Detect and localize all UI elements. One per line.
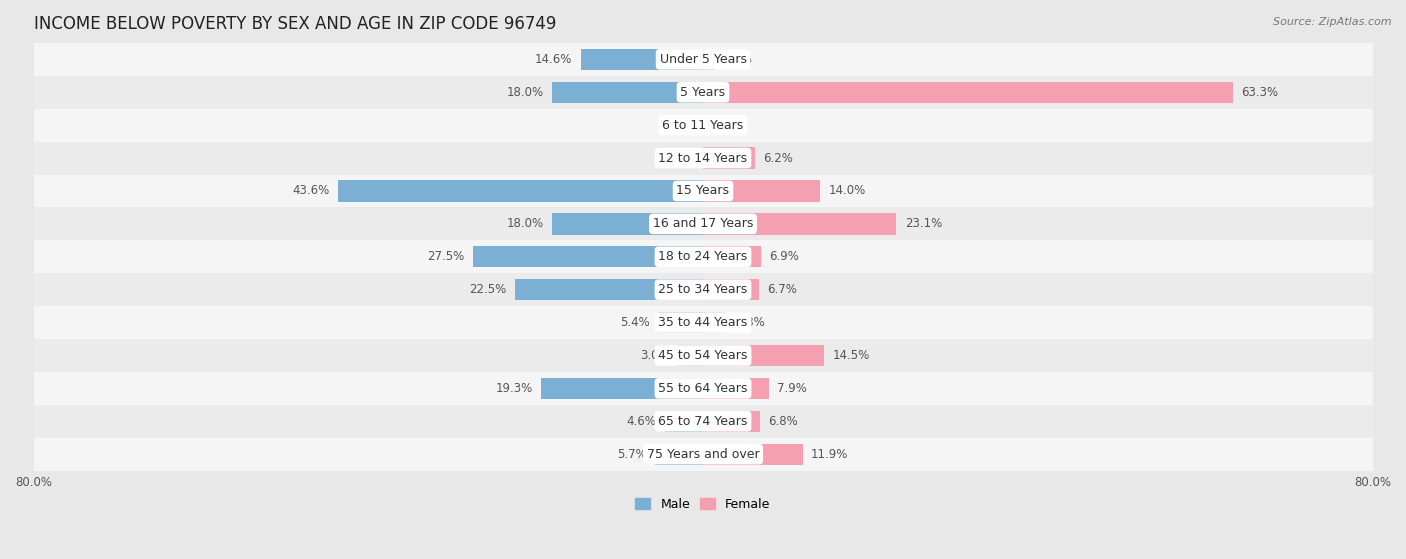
Text: 6.8%: 6.8% bbox=[768, 415, 799, 428]
Text: 18 to 24 Years: 18 to 24 Years bbox=[658, 250, 748, 263]
Bar bbox=[34, 207, 1372, 240]
Text: 27.5%: 27.5% bbox=[427, 250, 464, 263]
Bar bbox=[337, 180, 703, 202]
Text: 6 to 11 Years: 6 to 11 Years bbox=[662, 119, 744, 132]
Text: 23.1%: 23.1% bbox=[904, 217, 942, 230]
Bar bbox=[553, 82, 703, 103]
Bar bbox=[703, 345, 824, 366]
Text: 22.5%: 22.5% bbox=[470, 283, 506, 296]
Text: 55 to 64 Years: 55 to 64 Years bbox=[658, 382, 748, 395]
Bar bbox=[581, 49, 703, 70]
Bar bbox=[703, 213, 896, 235]
Bar bbox=[34, 438, 1372, 471]
Text: 16 and 17 Years: 16 and 17 Years bbox=[652, 217, 754, 230]
Bar bbox=[472, 246, 703, 267]
Text: 5.4%: 5.4% bbox=[620, 316, 650, 329]
Text: 35 to 44 Years: 35 to 44 Years bbox=[658, 316, 748, 329]
Text: 1.4%: 1.4% bbox=[723, 53, 754, 66]
Bar bbox=[34, 339, 1372, 372]
Text: 14.0%: 14.0% bbox=[828, 184, 866, 197]
Text: 14.6%: 14.6% bbox=[536, 53, 572, 66]
Text: 6.7%: 6.7% bbox=[768, 283, 797, 296]
Bar bbox=[34, 372, 1372, 405]
Bar bbox=[703, 49, 714, 70]
Bar bbox=[34, 405, 1372, 438]
Bar bbox=[703, 279, 759, 300]
Bar bbox=[34, 306, 1372, 339]
Bar bbox=[703, 411, 759, 432]
Bar bbox=[703, 246, 761, 267]
Bar bbox=[678, 345, 703, 366]
Text: 2.8%: 2.8% bbox=[735, 316, 765, 329]
Bar bbox=[34, 76, 1372, 108]
Bar bbox=[515, 279, 703, 300]
Text: 14.5%: 14.5% bbox=[832, 349, 870, 362]
Text: 3.0%: 3.0% bbox=[640, 349, 669, 362]
Text: 45 to 54 Years: 45 to 54 Years bbox=[658, 349, 748, 362]
Text: 4.6%: 4.6% bbox=[626, 415, 657, 428]
Bar bbox=[665, 411, 703, 432]
Text: 63.3%: 63.3% bbox=[1241, 86, 1278, 99]
Bar bbox=[34, 108, 1372, 141]
Bar bbox=[703, 148, 755, 169]
Legend: Male, Female: Male, Female bbox=[630, 492, 776, 516]
Text: 18.0%: 18.0% bbox=[508, 217, 544, 230]
Text: 0.0%: 0.0% bbox=[661, 151, 690, 164]
Bar bbox=[34, 43, 1372, 76]
Text: 19.3%: 19.3% bbox=[496, 382, 533, 395]
Text: 75 Years and over: 75 Years and over bbox=[647, 448, 759, 461]
Text: 15 Years: 15 Years bbox=[676, 184, 730, 197]
Text: Source: ZipAtlas.com: Source: ZipAtlas.com bbox=[1274, 17, 1392, 27]
Text: 5.7%: 5.7% bbox=[617, 448, 647, 461]
Text: 65 to 74 Years: 65 to 74 Years bbox=[658, 415, 748, 428]
Bar bbox=[655, 443, 703, 465]
Text: 5 Years: 5 Years bbox=[681, 86, 725, 99]
Bar bbox=[703, 312, 727, 333]
Bar bbox=[703, 180, 820, 202]
Text: 6.9%: 6.9% bbox=[769, 250, 799, 263]
Bar bbox=[703, 443, 803, 465]
Bar bbox=[34, 141, 1372, 174]
Text: 11.9%: 11.9% bbox=[811, 448, 848, 461]
Bar bbox=[658, 312, 703, 333]
Text: Under 5 Years: Under 5 Years bbox=[659, 53, 747, 66]
Text: 6.2%: 6.2% bbox=[763, 151, 793, 164]
Bar bbox=[34, 174, 1372, 207]
Text: 0.0%: 0.0% bbox=[661, 119, 690, 132]
Bar bbox=[553, 213, 703, 235]
Text: 18.0%: 18.0% bbox=[508, 86, 544, 99]
Text: INCOME BELOW POVERTY BY SEX AND AGE IN ZIP CODE 96749: INCOME BELOW POVERTY BY SEX AND AGE IN Z… bbox=[34, 15, 555, 33]
Text: 7.9%: 7.9% bbox=[778, 382, 807, 395]
Bar bbox=[541, 378, 703, 399]
Text: 0.0%: 0.0% bbox=[716, 119, 745, 132]
Text: 43.6%: 43.6% bbox=[292, 184, 330, 197]
Bar bbox=[34, 273, 1372, 306]
Bar bbox=[703, 82, 1233, 103]
Bar bbox=[703, 378, 769, 399]
Text: 25 to 34 Years: 25 to 34 Years bbox=[658, 283, 748, 296]
Bar bbox=[34, 240, 1372, 273]
Text: 12 to 14 Years: 12 to 14 Years bbox=[658, 151, 748, 164]
